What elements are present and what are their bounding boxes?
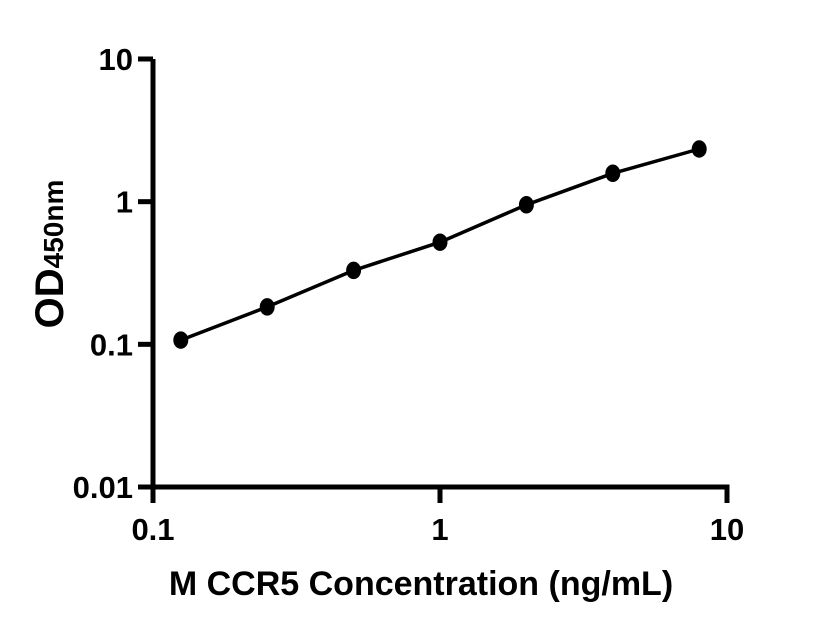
y-tick-label: 1 [116, 185, 133, 220]
y-axis-title-main: OD [28, 268, 72, 328]
y-axis-title: OD450nm [28, 180, 72, 329]
y-tick-label: 0.01 [73, 470, 133, 505]
x-tick-label: 0.1 [131, 512, 174, 547]
tick-labels-layer: 10 1 0.1 0.01 0.1 1 10 [73, 42, 745, 547]
data-point-marker [518, 196, 534, 214]
data-point-marker [605, 164, 621, 183]
data-point-marker [259, 298, 275, 316]
ticks-layer [138, 56, 730, 503]
axes-layer [150, 59, 730, 490]
x-tick-label: 1 [431, 512, 448, 547]
y-axis-title-subscript: 450nm [38, 180, 69, 269]
data-point-marker [346, 261, 362, 280]
x-tick-label: 10 [710, 512, 744, 547]
data-point-marker [691, 140, 707, 158]
series-layer [173, 140, 707, 349]
x-axis-title: M CCR5 Concentration (ng/mL) [169, 565, 673, 603]
data-point-marker [173, 331, 189, 349]
y-tick-label: 10 [99, 42, 133, 77]
y-tick-label: 0.1 [90, 327, 133, 362]
data-point-marker [432, 233, 448, 251]
